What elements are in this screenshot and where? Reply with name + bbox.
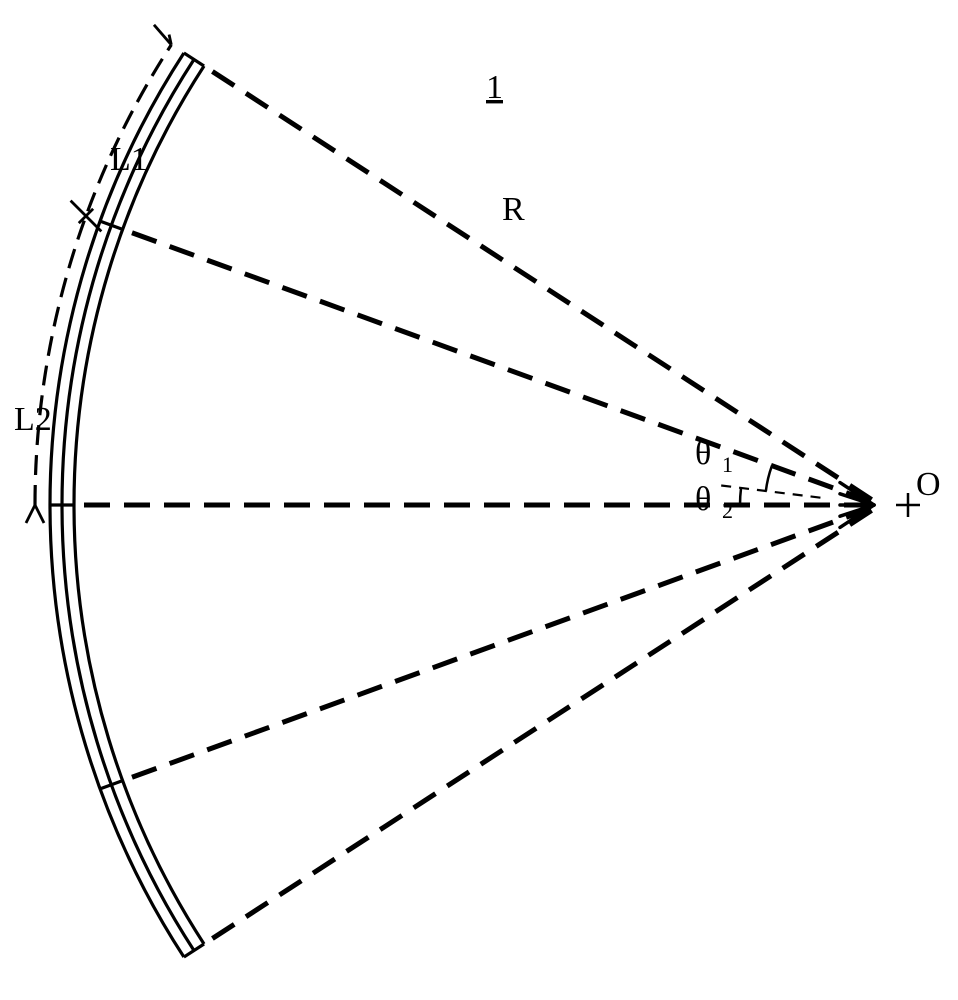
figure-number-label: 1 <box>486 69 503 106</box>
radius-label: R <box>502 191 525 228</box>
arc-l1-label: L1 <box>110 141 148 178</box>
svg-text:θ: θ <box>695 435 711 472</box>
theta1-label: θ1 <box>695 435 733 477</box>
svg-text:2: 2 <box>722 498 733 523</box>
svg-text:θ: θ <box>695 481 711 518</box>
arc-l2-label: L2 <box>14 401 52 438</box>
center-o-label: O <box>916 466 941 503</box>
svg-text:1: 1 <box>722 452 733 477</box>
